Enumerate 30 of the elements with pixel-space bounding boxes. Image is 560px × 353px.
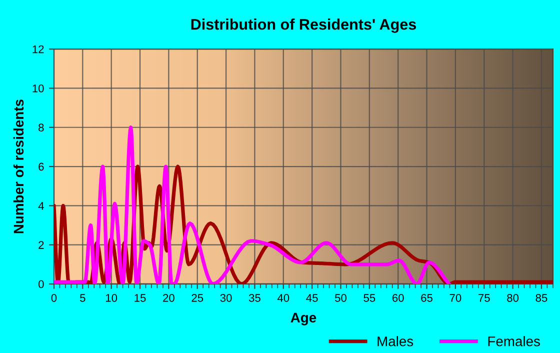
chart-title: Distribution of Residents' Ages bbox=[191, 18, 416, 33]
x-tick-label: 60 bbox=[392, 294, 404, 302]
x-tick-label: 25 bbox=[192, 294, 204, 302]
y-tick-label: 4 bbox=[38, 202, 44, 210]
y-axis-title: Number of residents bbox=[13, 100, 24, 234]
x-tick-label: 65 bbox=[421, 294, 432, 302]
x-tick-label: 10 bbox=[106, 294, 118, 302]
x-tick-label: 15 bbox=[134, 294, 146, 302]
legend-label: Males bbox=[378, 336, 414, 346]
x-tick-label: 20 bbox=[163, 294, 174, 302]
x-tick-label: 70 bbox=[450, 294, 462, 302]
y-tick-label: 12 bbox=[32, 45, 44, 54]
x-tick-label: 5 bbox=[80, 294, 86, 302]
x-tick-label: 35 bbox=[248, 294, 260, 302]
y-tick-label: 0 bbox=[38, 280, 44, 288]
y-tick-label: 6 bbox=[38, 162, 44, 171]
x-tick-label: 50 bbox=[335, 294, 346, 302]
x-axis-title: Age bbox=[290, 312, 316, 326]
x-tick-label: 30 bbox=[220, 294, 232, 302]
x-tick-label: 0 bbox=[51, 294, 57, 302]
y-tick-label: 10 bbox=[32, 84, 44, 92]
x-tick-label: 80 bbox=[507, 294, 519, 302]
x-tick-label: 85 bbox=[536, 294, 548, 302]
y-tick-label: 2 bbox=[38, 241, 44, 249]
legend-label: Females bbox=[488, 336, 540, 346]
x-tick-label: 75 bbox=[478, 294, 490, 302]
y-tick-label: 8 bbox=[38, 124, 44, 132]
x-tick-label: 40 bbox=[277, 294, 290, 302]
x-tick-label: 55 bbox=[364, 294, 376, 302]
x-tick-label: 45 bbox=[306, 294, 318, 302]
